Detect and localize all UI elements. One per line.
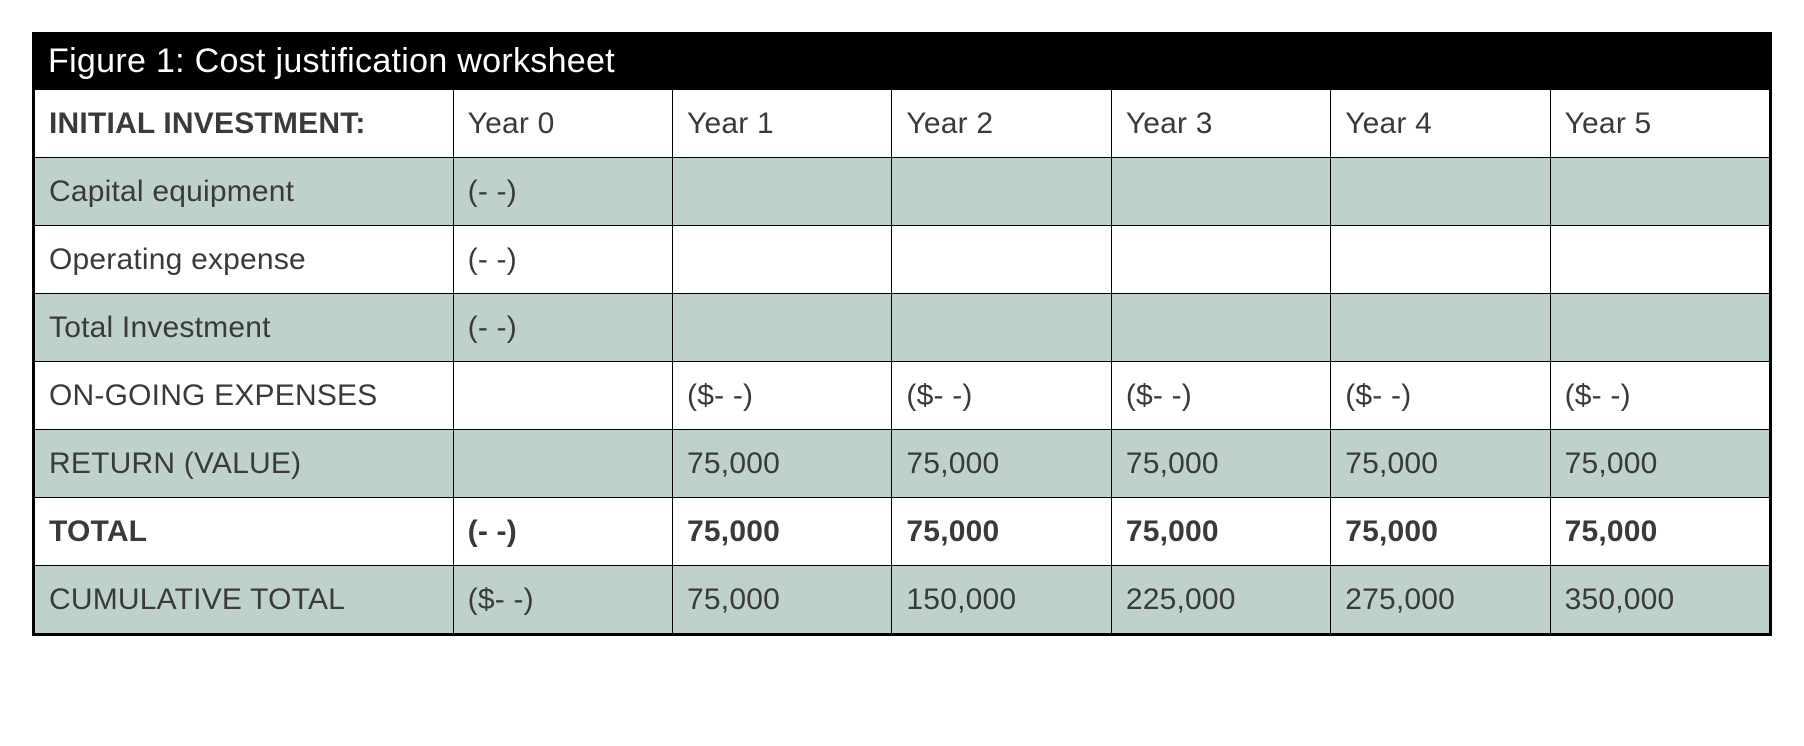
table-cell <box>1331 294 1550 362</box>
table-cell: ($- -) <box>453 566 672 634</box>
table-row: Total Investment(- -) <box>35 294 1770 362</box>
row-label: Capital equipment <box>35 158 454 226</box>
table-cell <box>673 226 892 294</box>
table-cell: 75,000 <box>1550 498 1769 566</box>
row-label: RETURN (VALUE) <box>35 430 454 498</box>
table-cell: 75,000 <box>673 430 892 498</box>
table-cell: 150,000 <box>892 566 1111 634</box>
table-cell: (- -) <box>453 498 672 566</box>
header-year-3: Year 3 <box>1111 90 1330 158</box>
table-cell: 75,000 <box>1111 498 1330 566</box>
header-year-0: Year 0 <box>453 90 672 158</box>
table-row: RETURN (VALUE)75,00075,00075,00075,00075… <box>35 430 1770 498</box>
table-cell: 75,000 <box>1550 430 1769 498</box>
header-year-5: Year 5 <box>1550 90 1769 158</box>
table-cell: 75,000 <box>1331 430 1550 498</box>
row-label: CUMULATIVE TOTAL <box>35 566 454 634</box>
table-cell: 75,000 <box>673 566 892 634</box>
table-cell <box>892 226 1111 294</box>
table-cell: 75,000 <box>892 430 1111 498</box>
table-cell <box>1550 158 1769 226</box>
row-label: TOTAL <box>35 498 454 566</box>
table-cell <box>892 294 1111 362</box>
table-cell: ($- -) <box>892 362 1111 430</box>
header-label: INITIAL INVESTMENT: <box>35 90 454 158</box>
table-row: ON-GOING EXPENSES($- -)($- -)($- -)($- -… <box>35 362 1770 430</box>
row-label: ON-GOING EXPENSES <box>35 362 454 430</box>
table-cell: (- -) <box>453 226 672 294</box>
table-body: INITIAL INVESTMENT: Year 0 Year 1 Year 2… <box>35 90 1770 634</box>
table-cell <box>453 362 672 430</box>
table-cell: ($- -) <box>1550 362 1769 430</box>
table-cell: 75,000 <box>1111 430 1330 498</box>
header-row: INITIAL INVESTMENT: Year 0 Year 1 Year 2… <box>35 90 1770 158</box>
table-cell: 75,000 <box>892 498 1111 566</box>
table-cell: 225,000 <box>1111 566 1330 634</box>
table-title: Figure 1: Cost justification worksheet <box>34 34 1770 89</box>
table-cell <box>673 158 892 226</box>
table-cell <box>1550 226 1769 294</box>
table-cell: 75,000 <box>1331 498 1550 566</box>
table-cell <box>1331 226 1550 294</box>
header-year-2: Year 2 <box>892 90 1111 158</box>
header-year-4: Year 4 <box>1331 90 1550 158</box>
table-cell: (- -) <box>453 158 672 226</box>
table-cell: ($- -) <box>1111 362 1330 430</box>
table-cell <box>892 158 1111 226</box>
table-cell: ($- -) <box>673 362 892 430</box>
table-cell <box>1331 158 1550 226</box>
row-label: Total Investment <box>35 294 454 362</box>
row-label: Operating expense <box>35 226 454 294</box>
table-cell <box>1111 226 1330 294</box>
worksheet-table: INITIAL INVESTMENT: Year 0 Year 1 Year 2… <box>34 89 1770 634</box>
table-cell: (- -) <box>453 294 672 362</box>
table-row: CUMULATIVE TOTAL($- -)75,000150,000225,0… <box>35 566 1770 634</box>
table-cell: 350,000 <box>1550 566 1769 634</box>
table-cell <box>453 430 672 498</box>
table-cell: 75,000 <box>673 498 892 566</box>
table-cell: 275,000 <box>1331 566 1550 634</box>
table-cell <box>673 294 892 362</box>
table-row: Capital equipment(- -) <box>35 158 1770 226</box>
header-year-1: Year 1 <box>673 90 892 158</box>
table-cell <box>1111 158 1330 226</box>
table-row: TOTAL(- -)75,00075,00075,00075,00075,000 <box>35 498 1770 566</box>
table-cell <box>1550 294 1769 362</box>
table-cell <box>1111 294 1330 362</box>
table-row: Operating expense(- -) <box>35 226 1770 294</box>
table-cell: ($- -) <box>1331 362 1550 430</box>
cost-justification-table: Figure 1: Cost justification worksheet I… <box>32 32 1772 636</box>
